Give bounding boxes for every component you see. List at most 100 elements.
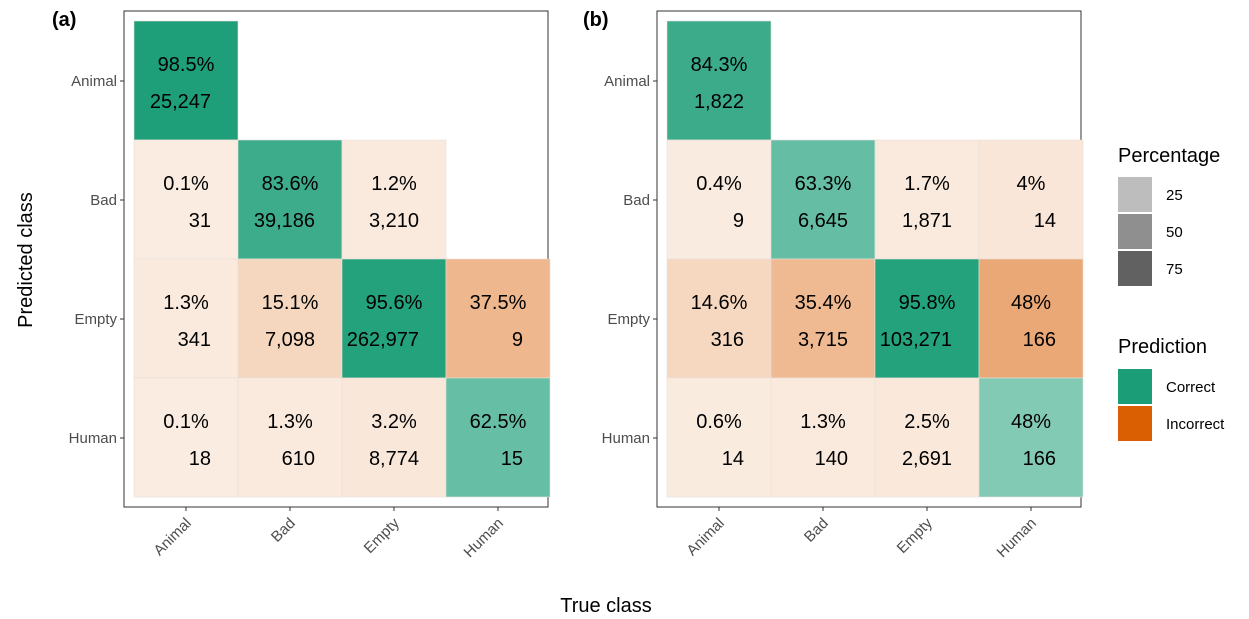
panel-a-cell-human-animal-count: 18 — [189, 448, 211, 470]
panel-a-cell-human-empty — [341, 377, 447, 498]
panel-b-cell-animal-animal — [666, 20, 772, 141]
prediction-legend-label-incorrect: Incorrect — [1166, 416, 1225, 433]
panel-b-cell-empty-empty — [874, 258, 980, 379]
panel-b-cell-animal-animal-count: 1,822 — [694, 91, 744, 113]
panel-b-cell-bad-bad-percent: 63.3% — [795, 173, 852, 195]
panel-b-cell-human-animal — [666, 377, 772, 498]
panel-a-cell-human-empty-count: 8,774 — [369, 448, 419, 470]
percentage-legend-key-75 — [1118, 251, 1152, 286]
panel-b-cell-empty-animal-percent: 14.6% — [691, 292, 748, 314]
panel-a-cell-bad-animal-count: 31 — [189, 210, 211, 232]
x-axis-title: True class — [560, 595, 652, 617]
panel-b-cell-empty-bad — [770, 258, 876, 379]
panel-b-cell-bad-bad-count: 6,645 — [798, 210, 848, 232]
panel-b-cell-empty-empty-percent: 95.8% — [899, 292, 956, 314]
panel-a-y-tick-label-bad: Bad — [90, 192, 117, 209]
panel-a-cell-animal-animal — [133, 20, 239, 141]
panel-a-cell-animal-animal-count: 25,247 — [150, 91, 211, 113]
panel-a-cell-bad-animal-percent: 0.1% — [163, 173, 209, 195]
panel-a-cell-empty-empty-count: 262,977 — [347, 329, 419, 351]
panel-b-x-tick-label-bad: Bad — [801, 515, 832, 546]
panel-a-cell-bad-bad — [237, 139, 343, 260]
panel-a-x-tick-label-human: Human — [461, 515, 507, 561]
prediction-legend-label-correct: Correct — [1166, 379, 1216, 396]
percentage-legend-key-25 — [1118, 177, 1152, 212]
panel-a-cell-human-human — [445, 377, 551, 498]
panel-b-cell-bad-human-count: 14 — [1034, 210, 1056, 232]
panel-b-cell-human-empty — [874, 377, 980, 498]
panel-a-y-tick-label-human: Human — [69, 430, 117, 447]
panel-b-cells: 84.3% 1,822 0.4% 9 63.3% 6,645 1.7% 1,871 4% 14 14… — [666, 20, 1084, 498]
panel-a-label: (a) — [52, 9, 76, 31]
panel-a-cell-empty-human-percent: 37.5% — [470, 292, 527, 314]
panel-b-cell-empty-human — [978, 258, 1084, 379]
panel-b-cell-bad-empty-count: 1,871 — [902, 210, 952, 232]
panel-b-cell-human-bad-percent: 1.3% — [800, 411, 846, 433]
panel-b-cell-empty-bad-count: 3,715 — [798, 329, 848, 351]
panel-a-cell-empty-animal-count: 341 — [178, 329, 211, 351]
panel-b-y-tick-label-animal: Animal — [604, 73, 650, 90]
panel-a-cells: 98.5% 25,247 0.1% 31 83.6% 39,186 1.2% 3,210 1.3… — [133, 20, 551, 498]
panel-b-label: (b) — [583, 9, 609, 31]
panel-b-cell-empty-animal — [666, 258, 772, 379]
panel-a-cell-bad-bad-percent: 83.6% — [262, 173, 319, 195]
prediction-legend-title: Prediction — [1118, 336, 1207, 358]
panel-a-cell-bad-animal — [133, 139, 239, 260]
panel-b-cell-bad-animal — [666, 139, 772, 260]
panel-a-y-tick-label-animal: Animal — [71, 73, 117, 90]
panel-b-cell-bad-human-percent: 4% — [1017, 173, 1046, 195]
panel-b-cell-human-empty-count: 2,691 — [902, 448, 952, 470]
percentage-legend: Percentage 25 50 75 — [1118, 145, 1220, 286]
panel-a-cell-human-animal — [133, 377, 239, 498]
panel-a-x-tick-label-empty: Empty — [361, 514, 403, 556]
panel-a-cell-bad-empty-percent: 1.2% — [371, 173, 417, 195]
panel-a-cell-human-human-count: 15 — [501, 448, 523, 470]
y-axis-title: Predicted class — [15, 192, 37, 328]
panel-a-cell-human-animal-percent: 0.1% — [163, 411, 209, 433]
panel-a-y-tick-label-empty: Empty — [74, 311, 117, 328]
percentage-legend-label-75: 75 — [1166, 261, 1183, 278]
panel-a-cell-empty-bad-count: 7,098 — [265, 329, 315, 351]
panel-b-x-tick-label-human: Human — [994, 515, 1040, 561]
panel-b-cell-bad-empty — [874, 139, 980, 260]
panel-b-cell-human-empty-percent: 2.5% — [904, 411, 950, 433]
panel-a-cell-bad-empty — [341, 139, 447, 260]
percentage-legend-key-50 — [1118, 214, 1152, 249]
panel-b-cell-human-animal-count: 14 — [722, 448, 744, 470]
panel-a-cell-human-human-percent: 62.5% — [470, 411, 527, 433]
panel-a-cell-bad-empty-count: 3,210 — [369, 210, 419, 232]
panel-b-cell-empty-animal-count: 316 — [711, 329, 744, 351]
panel-b-cell-empty-empty-count: 103,271 — [880, 329, 952, 351]
panel-b-cell-human-bad — [770, 377, 876, 498]
panel-a-cell-empty-animal — [133, 258, 239, 379]
panel-a-cell-empty-human — [445, 258, 551, 379]
panel-b-cell-bad-animal-count: 9 — [733, 210, 744, 232]
percentage-legend-title: Percentage — [1118, 145, 1220, 167]
panel-b-cell-bad-empty-percent: 1.7% — [904, 173, 950, 195]
panel-b-cell-human-bad-count: 140 — [815, 448, 848, 470]
panel-b-cell-bad-bad — [770, 139, 876, 260]
panel-b-cell-empty-human-count: 166 — [1023, 329, 1056, 351]
panel-b-x-tick-label-animal: Animal — [683, 515, 727, 559]
panel-a-cell-empty-bad-percent: 15.1% — [262, 292, 319, 314]
panel-a-cell-bad-bad-count: 39,186 — [254, 210, 315, 232]
panel-a-cell-empty-empty-percent: 95.6% — [366, 292, 423, 314]
panel-b-y-tick-label-empty: Empty — [607, 311, 650, 328]
panel-b-y-tick-label-human: Human — [602, 430, 650, 447]
panel-a-x-tick-label-animal: Animal — [150, 515, 194, 559]
panel-a-cell-empty-animal-percent: 1.3% — [163, 292, 209, 314]
panel-b-x-tick-label-empty: Empty — [894, 514, 936, 556]
panel-b-cell-human-human-percent: 48% — [1011, 411, 1051, 433]
panel-b-cell-empty-bad-percent: 35.4% — [795, 292, 852, 314]
prediction-legend: Prediction Correct Incorrect — [1118, 336, 1225, 441]
prediction-legend-key-correct — [1118, 369, 1152, 404]
percentage-legend-label-25: 25 — [1166, 187, 1183, 204]
panel-a-cell-human-bad-percent: 1.3% — [267, 411, 313, 433]
panel-a-cell-human-bad — [237, 377, 343, 498]
panel-a-x-tick-label-bad: Bad — [268, 515, 299, 546]
prediction-legend-key-incorrect — [1118, 406, 1152, 441]
panel-a-cell-empty-bad — [237, 258, 343, 379]
percentage-legend-label-50: 50 — [1166, 224, 1183, 241]
panel-b-y-tick-label-bad: Bad — [623, 192, 650, 209]
